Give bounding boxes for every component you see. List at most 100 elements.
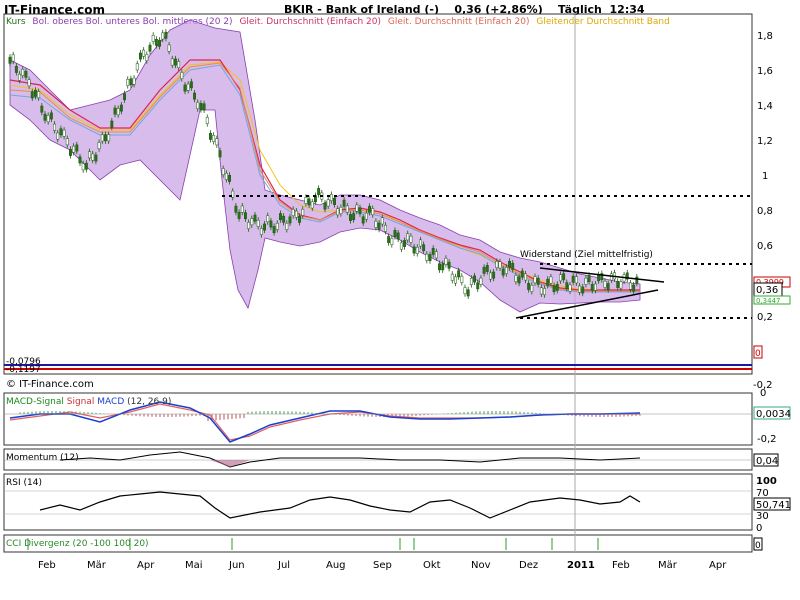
macd-label-signal2: Signal [67,397,95,407]
candle-body [266,215,270,223]
candle-body [485,265,489,272]
candle-body [504,267,508,274]
legend-kurs: Kurs [6,17,26,27]
candle-body [463,287,467,295]
momentum-area [210,460,250,467]
quote-value: 0,36 (+2,86%) [454,3,543,16]
candle-body [619,281,623,289]
candle-body [56,132,60,140]
candle-body [186,83,190,91]
candle-body [431,247,435,255]
candle-body [447,261,451,269]
candle-body [94,154,98,162]
candle-body [501,268,505,276]
macd-label: MACD-Signal Signal MACD (12, 26 9) [6,397,171,407]
candle-body [247,222,251,229]
rsi-tick: 70 [756,488,769,499]
candle-body [635,276,639,284]
candle-body [441,263,445,271]
lower-box-value: 0,3447 [756,297,781,305]
candle-body [587,275,591,282]
candle-body [460,275,464,283]
candle-body [8,56,12,64]
candle-body [345,205,349,213]
candle-body [151,35,155,42]
legend-bollinger: Bol. oberes Bol. unteres Bol. mittleres … [32,17,233,27]
candle-body [37,91,41,99]
candle-body [543,288,546,296]
candle-body [415,247,419,254]
candle-body [533,276,537,284]
chart-title: BKIR - Bank of Ireland (-) 0,36 (+2,86%)… [284,3,645,16]
time-label: 12:34 [609,3,645,16]
candle-body [196,102,200,109]
momentum-panel [3,448,753,471]
candle-body [110,120,114,128]
candle-body [632,284,636,292]
rsi-value-box [753,497,791,511]
candle-body [294,210,298,218]
candle-body [205,117,209,124]
candle-body [164,31,168,39]
macd-line [9,401,641,443]
price-axis: 1,8 1,6 1,4 1,2 1 0,8 0,6 0,2 -0,2 [753,31,773,391]
candle-body [469,278,473,285]
candle-body [380,217,384,225]
candle-body [132,77,136,85]
candle-body [100,134,104,142]
price-tick: 1,8 [757,31,773,42]
candle-body [212,134,216,142]
cci-markers [27,538,599,550]
candle-body [250,218,254,226]
candle-body [43,113,47,121]
candle-body [590,283,594,291]
candle-body [377,222,381,230]
candle-body [527,283,531,290]
month-label: Sep [373,560,392,571]
candle-body [454,276,457,284]
candle-body [562,273,566,281]
candle-body [530,284,534,292]
candle-body [123,93,126,101]
macd-value-box [753,406,791,420]
legend: Kurs Bol. oberes Bol. unteres Bol. mittl… [6,17,674,27]
candle-body [174,58,177,66]
month-label: Okt [423,560,441,571]
last-price-value: 0,36 [756,285,778,296]
cci-value: 0 [755,541,761,551]
candle-body [69,149,72,156]
candle-body [552,285,556,293]
candle-body [492,271,496,279]
candle-body [355,204,359,212]
candle-body [78,156,82,164]
candle-body [215,138,219,146]
rsi-panel [3,473,753,531]
candle-body [358,207,362,215]
candle-body [224,172,228,180]
candle-body [62,129,66,137]
candle-body [288,216,292,224]
candle-body [240,205,244,213]
candle-body [167,44,171,52]
candle-body [625,272,629,280]
footer-brand: © IT-Finance.com [6,379,94,390]
candle-body [269,220,273,228]
candle-body [568,284,572,292]
momentum-value: 0,04 [756,456,778,467]
candle-body [272,226,276,234]
candle-body [393,230,397,237]
candle-body [107,134,111,142]
candle-body [412,246,416,254]
candle-body [384,224,387,232]
macd-label-signal: MACD-Signal [6,397,64,407]
candle-body [396,232,400,240]
month-label: Mär [87,560,107,571]
candle-body [158,39,161,47]
rsi-tick: 0 [756,523,762,534]
candle-body [399,242,403,250]
candle-body [329,194,333,202]
candle-body [419,239,422,247]
candle-body [180,72,184,79]
candle-body [199,103,203,110]
